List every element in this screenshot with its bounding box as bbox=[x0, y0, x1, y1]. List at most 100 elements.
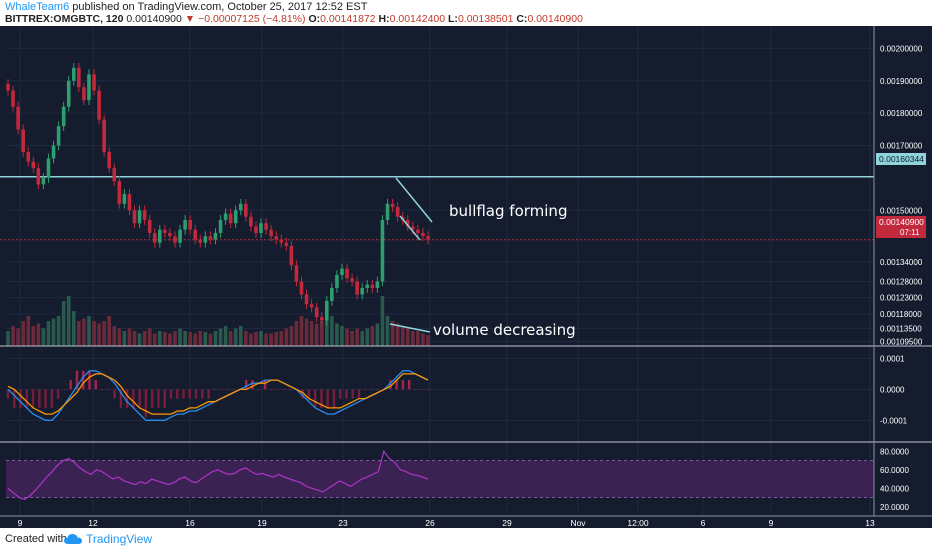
volume-bar bbox=[92, 321, 96, 346]
macd-hist-bar bbox=[25, 389, 29, 408]
candle-body bbox=[335, 275, 339, 288]
price-badges: 0.00160344 0.00140900 07:11 bbox=[876, 153, 926, 238]
candle-body bbox=[375, 281, 380, 288]
candle-body bbox=[36, 168, 41, 185]
created-with-label: Created with bbox=[5, 533, 67, 545]
volume-bar bbox=[426, 335, 430, 346]
candle-body bbox=[41, 177, 46, 185]
candle-body bbox=[228, 213, 233, 224]
candle-body bbox=[269, 229, 273, 237]
signal-line bbox=[7, 373, 429, 415]
candle-body bbox=[233, 210, 238, 224]
candle-body bbox=[299, 281, 304, 295]
candle-body bbox=[31, 161, 36, 169]
price-tick-label: 0.00170000 bbox=[880, 142, 923, 151]
time-tick-label: 12:00 bbox=[627, 518, 649, 528]
time-tick-label: 16 bbox=[185, 518, 195, 528]
macd-hist-bar bbox=[119, 389, 123, 408]
candle-body bbox=[284, 242, 289, 246]
candle-body bbox=[385, 203, 390, 220]
candle-body bbox=[426, 236, 430, 240]
volume-bar bbox=[304, 318, 309, 346]
chart-canvas[interactable]: 0.00200000 0.00190000 0.00180000 0.00170000… bbox=[0, 26, 932, 528]
candle-body bbox=[319, 317, 324, 321]
candle-body bbox=[51, 145, 56, 159]
volume-bar bbox=[350, 331, 354, 346]
volume-bar bbox=[223, 326, 228, 346]
symbol-label: BITTREX:OMGBTC, 120 bbox=[5, 13, 124, 25]
rsi-band bbox=[6, 460, 874, 498]
candle-body bbox=[127, 194, 132, 211]
candle-body bbox=[142, 210, 147, 220]
volume-bar bbox=[147, 328, 152, 346]
time-tick-label: 13 bbox=[865, 518, 875, 528]
volume-bar bbox=[152, 333, 157, 346]
volume-bar bbox=[208, 333, 213, 346]
macd-hist-bar bbox=[276, 389, 279, 390]
macd-hist-bar bbox=[326, 389, 329, 408]
macd-hist-bar bbox=[339, 389, 342, 399]
macd-hist-bar bbox=[201, 389, 204, 399]
rsi-tick-label: 80.0000 bbox=[880, 447, 909, 456]
macd-hist-bar bbox=[56, 389, 60, 399]
macd-hist-bar bbox=[389, 380, 392, 390]
macd-hist-bar bbox=[420, 389, 423, 390]
candle-body bbox=[158, 229, 162, 243]
time-tick-label: Nov bbox=[570, 518, 586, 528]
volume-bar bbox=[299, 316, 304, 346]
macd-hist-bar bbox=[6, 389, 10, 399]
candle-body bbox=[411, 226, 415, 230]
macd-hist-bar bbox=[31, 389, 35, 408]
macd-hist-bar bbox=[138, 389, 141, 408]
axes bbox=[0, 26, 932, 517]
volume-bar bbox=[183, 331, 187, 346]
last-price: 0.00140900 bbox=[126, 13, 182, 25]
macd-hist-bar bbox=[401, 380, 405, 390]
chart-area[interactable] bbox=[0, 26, 932, 528]
flag-upper-line bbox=[395, 177, 433, 223]
volume-bar bbox=[51, 318, 56, 346]
macd-hist-bar bbox=[345, 389, 348, 399]
volume-bar bbox=[274, 332, 278, 346]
volume-bar bbox=[107, 316, 112, 346]
price-change: −0.00007125 (−4.81%) bbox=[198, 13, 306, 25]
chart-header: WhaleTeam6 published on TradingView.com,… bbox=[0, 0, 932, 26]
macd-hist-bar bbox=[364, 389, 367, 390]
candle-body bbox=[274, 236, 278, 240]
candle-body bbox=[193, 229, 198, 240]
price-tick-label: 0.00150000 bbox=[880, 206, 923, 215]
volume-bar bbox=[117, 328, 122, 346]
published-text: published on TradingView.com, October 25… bbox=[72, 1, 368, 13]
macd-hist-bar bbox=[307, 389, 311, 399]
volume-bar bbox=[132, 331, 137, 346]
volume-bar bbox=[360, 331, 365, 346]
candle-body bbox=[82, 87, 86, 101]
rsi-tick-label: 40.0000 bbox=[880, 484, 909, 493]
author-link[interactable]: WhaleTeam6 bbox=[5, 1, 70, 13]
volume-bar bbox=[11, 326, 15, 346]
volume-bar bbox=[324, 318, 329, 346]
candle-body bbox=[173, 236, 177, 243]
macd-hist-bar bbox=[357, 389, 361, 399]
high-value: 0.00142400 bbox=[389, 13, 446, 25]
tradingview-brand-link[interactable]: TradingView bbox=[86, 532, 153, 546]
macd-tick-label: -0.0001 bbox=[880, 416, 908, 425]
candle-body bbox=[208, 236, 213, 240]
macd-hist-bar bbox=[69, 380, 72, 390]
volume-bar bbox=[21, 321, 25, 346]
volume-bar bbox=[218, 328, 223, 346]
countdown-text: 07:11 bbox=[900, 228, 920, 237]
volume-bar bbox=[71, 311, 76, 346]
rsi-tick-label: 20.0000 bbox=[880, 503, 909, 512]
volume-bar bbox=[370, 326, 375, 346]
candle-body bbox=[218, 219, 223, 233]
candle-body bbox=[107, 152, 112, 169]
macd-hist-bar bbox=[301, 389, 304, 399]
candle-body bbox=[56, 126, 61, 146]
low-value: 0.00138501 bbox=[457, 13, 514, 25]
volume-bar bbox=[385, 316, 390, 346]
volume-bar bbox=[158, 331, 162, 346]
candle-body bbox=[289, 245, 294, 266]
macd-hist-bar bbox=[213, 389, 217, 390]
macd-hist-bar bbox=[376, 389, 380, 390]
